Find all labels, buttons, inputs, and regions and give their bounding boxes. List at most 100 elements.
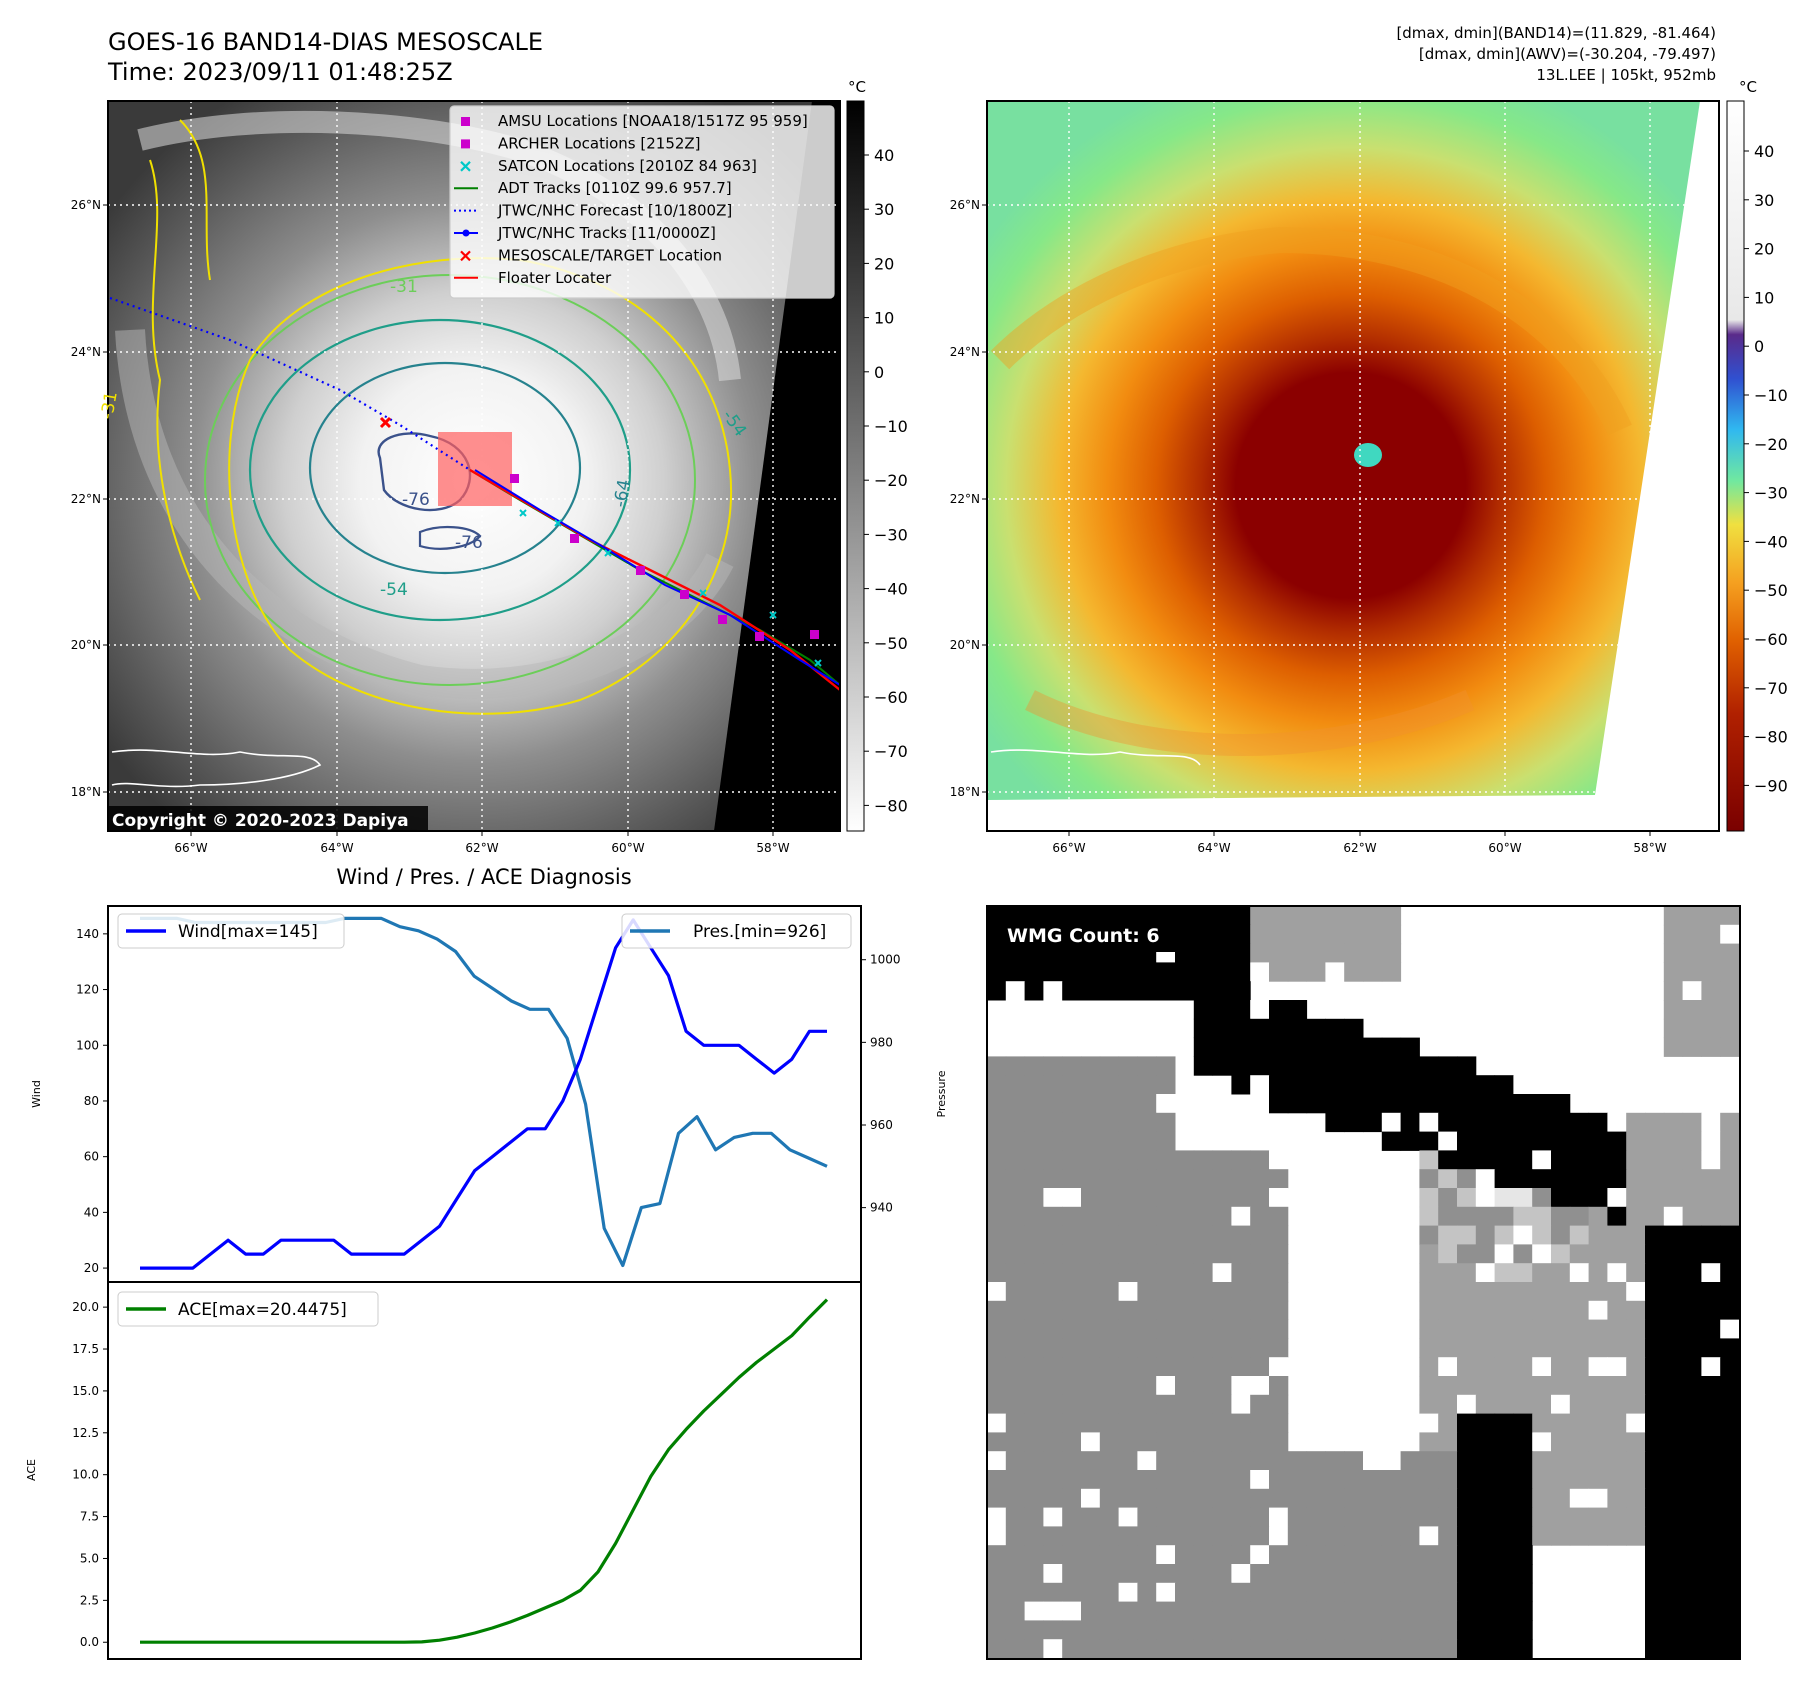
wmg-cell xyxy=(1607,1244,1627,1264)
wmg-cell xyxy=(1438,1244,1458,1264)
wmg-cell xyxy=(1269,1282,1289,1302)
wmg-cell xyxy=(1645,1620,1665,1640)
wmg-cell xyxy=(1419,1225,1439,1245)
wmg-cell xyxy=(1720,1131,1740,1151)
colorbar-tick-label: 30 xyxy=(874,200,894,219)
wind-pressure-plot xyxy=(107,905,862,1283)
wmg-cell xyxy=(987,1056,1007,1076)
wmg-cell xyxy=(1175,1282,1195,1302)
wmg-cell xyxy=(1099,1601,1120,1621)
wmg-cell xyxy=(1551,1263,1571,1283)
wmg-cell xyxy=(1682,1112,1702,1133)
wmg-cell xyxy=(1193,1225,1214,1245)
wmg-cell xyxy=(1701,1639,1721,1659)
wmg-cell xyxy=(1645,1319,1665,1339)
wmg-cell xyxy=(1269,1639,1289,1659)
wmg-cell xyxy=(1457,1244,1477,1264)
wmg-cell xyxy=(1457,1300,1477,1321)
wmg-cell xyxy=(1438,1319,1458,1339)
wmg-cell xyxy=(1062,1432,1082,1452)
wmg-cell xyxy=(1024,1244,1044,1264)
wmg-cell xyxy=(1513,1526,1533,1546)
wmg-cell xyxy=(1043,1244,1063,1264)
wmg-cell xyxy=(1325,1451,1345,1471)
wmg-cell xyxy=(1212,1338,1232,1358)
legend-entry: JTWC/NHC Forecast [10/1800Z] xyxy=(454,202,732,220)
wmg-cell xyxy=(1212,1150,1232,1170)
wmg-cell xyxy=(1005,1376,1026,1396)
wmg-cell xyxy=(1457,1094,1477,1114)
wmg-cell xyxy=(1363,943,1383,963)
wmg-cell xyxy=(1269,1582,1289,1603)
wmg-cell xyxy=(1569,1470,1590,1490)
legend-label: MESOSCALE/TARGET Location xyxy=(498,246,722,264)
wmg-cell xyxy=(1099,1169,1120,1189)
wmg-cell xyxy=(1081,1639,1101,1659)
wmg-cell xyxy=(1438,1188,1458,1208)
colorbar-tick-label: 30 xyxy=(1754,191,1774,210)
wmg-cell xyxy=(1626,1394,1646,1415)
pressure-tick-label: 960 xyxy=(870,1118,893,1132)
wmg-cell xyxy=(1212,1319,1232,1339)
wmg-cell xyxy=(1626,1188,1646,1208)
wmg-cell xyxy=(1532,1131,1552,1151)
wmg-cell xyxy=(1682,1338,1702,1358)
contour-label: -64 xyxy=(610,478,635,509)
wmg-cell xyxy=(1494,1075,1514,1095)
wmg-cell xyxy=(1381,1601,1402,1621)
wmg-cell xyxy=(1024,1338,1044,1358)
wmg-cell xyxy=(1645,1150,1665,1170)
legend-entry: MESOSCALE/TARGET Location xyxy=(460,246,722,264)
wmg-cell xyxy=(1156,1300,1176,1321)
wmg-cell xyxy=(1457,1507,1477,1527)
wmg-cell xyxy=(1381,1037,1402,1057)
wmg-cell xyxy=(1099,1263,1120,1283)
wmg-cell xyxy=(1419,1413,1439,1433)
wmg-cell xyxy=(1513,1112,1533,1133)
wmg-cell xyxy=(1118,1488,1138,1509)
wmg-cell xyxy=(1118,1244,1138,1264)
colorbar-tick-label: −50 xyxy=(1754,581,1788,600)
wmg-cell xyxy=(1701,1112,1721,1133)
wmg-cell xyxy=(1626,1357,1646,1377)
wmg-cell xyxy=(987,1357,1007,1377)
wmg-cell xyxy=(1513,1282,1533,1302)
wmg-cell xyxy=(1231,1150,1251,1170)
wmg-cell xyxy=(1099,1225,1120,1245)
wmg-cell xyxy=(1081,1582,1101,1603)
wmg-cell xyxy=(1626,1112,1646,1133)
wmg-cell xyxy=(1438,1169,1458,1189)
wmg-cell xyxy=(987,1075,1007,1095)
wmg-cell xyxy=(1306,962,1326,982)
legend-label: ARCHER Locations [2152Z] xyxy=(498,134,701,152)
wmg-cell xyxy=(1250,1620,1270,1640)
wmg-cell xyxy=(1043,1225,1063,1245)
wmg-cell xyxy=(1626,1206,1646,1227)
wmg-cell xyxy=(1513,1263,1533,1283)
wmg-cell xyxy=(1269,1056,1289,1076)
wmg-cell xyxy=(1005,1338,1026,1358)
wmg-cell xyxy=(1250,1488,1270,1509)
wmg-cell xyxy=(1081,1376,1101,1396)
wmg-cell xyxy=(1137,1300,1157,1321)
wmg-cell xyxy=(1457,1376,1477,1396)
wmg-cell xyxy=(1720,1282,1740,1302)
wmg-cell xyxy=(1325,1037,1345,1057)
wmg-cell xyxy=(1363,1526,1383,1546)
wmg-cell xyxy=(1250,962,1270,982)
wmg-cell xyxy=(1325,962,1345,982)
wmg-cell xyxy=(1682,1169,1702,1189)
wmg-cell xyxy=(1494,1094,1514,1114)
legend-entry: SATCON Locations [2010Z 84 963] xyxy=(460,157,757,175)
wmg-cell xyxy=(1419,1376,1439,1396)
wmg-cell xyxy=(1043,1188,1063,1208)
lon-tick-label: 64°W xyxy=(320,841,353,855)
wmg-cell xyxy=(1306,1018,1326,1039)
wmg-cell xyxy=(1682,1244,1702,1264)
ace-tick-label: 12.5 xyxy=(72,1426,99,1440)
wmg-cell xyxy=(1099,1300,1120,1321)
wmg-cell xyxy=(987,1564,1007,1584)
wmg-cell xyxy=(1701,1470,1721,1490)
wmg-cell xyxy=(1457,1432,1477,1452)
pressure-tick-label: 940 xyxy=(870,1201,893,1215)
